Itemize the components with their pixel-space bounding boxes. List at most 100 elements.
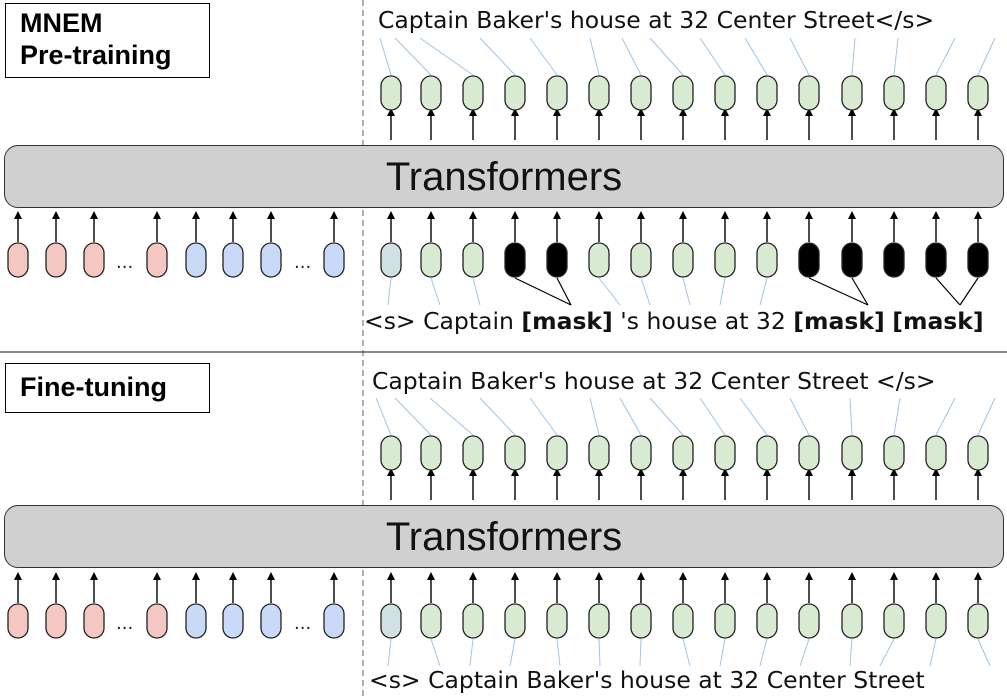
pretraining-output-node-12 bbox=[841, 75, 863, 111]
finetuning-input-node-11 bbox=[798, 603, 820, 639]
finetuning-output-connector-12 bbox=[849, 397, 853, 436]
finetuning-input-connector-6 bbox=[598, 638, 601, 667]
pretraining-output-connector-7 bbox=[621, 37, 642, 76]
finetuning-entity-node-3 bbox=[83, 603, 105, 639]
pretraining-relation-node-8 bbox=[323, 242, 345, 278]
finetuning-input-node-13 bbox=[883, 603, 905, 639]
finetuning-input-connector-10 bbox=[759, 638, 768, 667]
pretraining-input-node-15 bbox=[967, 242, 989, 278]
finetuning-output-node-1 bbox=[380, 435, 402, 471]
token-nodes: ............ bbox=[7, 75, 989, 639]
pretraining-output-text: Captain Baker's house at 32 Center Stree… bbox=[378, 6, 935, 34]
finetuning-output-connector-11 bbox=[789, 397, 810, 436]
finetuning-output-connector-7 bbox=[619, 397, 642, 436]
finetuning-input-node-1 bbox=[380, 603, 402, 639]
finetuning-input-node-15 bbox=[967, 603, 989, 639]
finetuning-output-connector-6 bbox=[589, 397, 600, 436]
pretraining-output-node-15 bbox=[967, 75, 989, 111]
finetuning-input-node-9 bbox=[714, 603, 736, 639]
mask-connector-6 bbox=[959, 277, 979, 306]
pretraining-output-connector-9 bbox=[699, 37, 726, 76]
finetuning-output-connector-14 bbox=[935, 397, 956, 436]
finetuning-input-text: <s> Captain Baker's house at 32 Center S… bbox=[369, 666, 925, 694]
finetuning-input-node-3 bbox=[462, 603, 484, 639]
finetuning-entity-node-1 bbox=[7, 603, 29, 639]
pretraining-entity-node-2 bbox=[45, 242, 67, 278]
finetuning-input-connector-12 bbox=[849, 638, 853, 667]
finetuning-output-node-14 bbox=[925, 435, 947, 471]
finetuning-output-node-2 bbox=[420, 435, 442, 471]
finetuning-input-node-2 bbox=[420, 603, 442, 639]
finetuning-input-node-4 bbox=[504, 603, 526, 639]
pretraining-input-node-13 bbox=[883, 242, 905, 278]
pretraining-output-connector-13 bbox=[893, 37, 899, 76]
finetuning-output-node-4 bbox=[504, 435, 526, 471]
pretraining-output-connector-10 bbox=[744, 37, 768, 76]
pretraining-output-node-6 bbox=[588, 75, 610, 111]
finetuning-output-node-11 bbox=[798, 435, 820, 471]
pretraining-input-node-12 bbox=[841, 242, 863, 278]
pretraining-input-node-4 bbox=[504, 242, 526, 278]
pretraining-output-node-14 bbox=[925, 75, 947, 111]
input-token-mask-3: [mask] bbox=[892, 307, 984, 335]
finetuning-input-connector-13 bbox=[879, 638, 895, 667]
pretraining-input-node-9 bbox=[714, 242, 736, 278]
pretraining-output-connector-2 bbox=[394, 37, 432, 76]
finetuning-input-connector-7 bbox=[639, 638, 642, 667]
finetuning-output-connector-4 bbox=[479, 397, 516, 436]
finetuning-input-connector-5 bbox=[556, 638, 561, 667]
finetuning-output-connector-5 bbox=[529, 397, 558, 436]
finetuning-output-node-7 bbox=[630, 435, 652, 471]
pretraining-input-node-10 bbox=[756, 242, 778, 278]
pretraining-output-connector-15 bbox=[977, 37, 996, 76]
pretraining-relation-node-6 bbox=[222, 242, 244, 278]
pretraining-input-node-8 bbox=[672, 242, 694, 278]
pretraining-output-connector-12 bbox=[851, 37, 856, 76]
finetuning-input-node-5 bbox=[546, 603, 568, 639]
finetuning-relation-node-5 bbox=[185, 603, 207, 639]
pretraining-output-connector-14 bbox=[935, 37, 956, 76]
pretraining-output-node-8 bbox=[672, 75, 694, 111]
connector-lines bbox=[375, 37, 996, 667]
pretraining-entity-node-3 bbox=[83, 242, 105, 278]
pretraining-input-connector-2 bbox=[430, 277, 441, 306]
finetuning-input-connector-14 bbox=[929, 638, 937, 667]
pretraining-relation-ellipsis: ... bbox=[294, 252, 311, 273]
finetuning-output-node-6 bbox=[588, 435, 610, 471]
input-token-mask-2: [mask] bbox=[793, 307, 885, 335]
finetuning-output-connector-10 bbox=[739, 397, 768, 436]
finetuning-output-node-12 bbox=[841, 435, 863, 471]
pretraining-input-connector-1 bbox=[387, 277, 392, 306]
finetuning-output-node-13 bbox=[883, 435, 905, 471]
finetuning-output-connector-9 bbox=[699, 397, 726, 436]
input-token-start: <s> bbox=[364, 307, 416, 335]
finetuning-input-node-10 bbox=[756, 603, 778, 639]
finetuning-input-node-14 bbox=[925, 603, 947, 639]
pretraining-transformer: Transformers bbox=[4, 145, 1004, 208]
mask-connector-1 bbox=[514, 277, 572, 306]
mask-connector-3 bbox=[808, 277, 869, 306]
finetuning-input-connector-8 bbox=[682, 638, 691, 667]
mask-connector-2 bbox=[556, 277, 572, 306]
finetuning-output-connector-2 bbox=[394, 397, 432, 436]
mask-connector-5 bbox=[935, 277, 961, 306]
pretraining-output-node-1 bbox=[380, 75, 402, 111]
finetuning-input-connector-11 bbox=[799, 638, 810, 667]
arrows bbox=[14, 108, 982, 603]
pretraining-input-text: <s> Captain [mask] 's house at 32 [mask]… bbox=[364, 307, 984, 335]
finetuning-output-node-3 bbox=[462, 435, 484, 471]
finetuning-output-node-9 bbox=[714, 435, 736, 471]
pretraining-entity-node-1 bbox=[7, 242, 29, 278]
finetuning-output-node-10 bbox=[756, 435, 778, 471]
finetuning-output-connector-8 bbox=[649, 397, 684, 436]
pretraining-output-node-7 bbox=[630, 75, 652, 111]
pretraining-input-node-5 bbox=[546, 242, 568, 278]
finetuning-entity-node-2 bbox=[45, 603, 67, 639]
pretraining-input-node-1 bbox=[380, 242, 402, 278]
finetuning-label-text: Fine-tuning bbox=[20, 372, 167, 402]
pretraining-output-node-3 bbox=[462, 75, 484, 111]
finetuning-input-node-8 bbox=[672, 603, 694, 639]
finetuning-relation-node-6 bbox=[222, 603, 244, 639]
pretraining-input-connector-6 bbox=[682, 277, 691, 306]
finetuning-label: Fine-tuning bbox=[5, 363, 210, 413]
